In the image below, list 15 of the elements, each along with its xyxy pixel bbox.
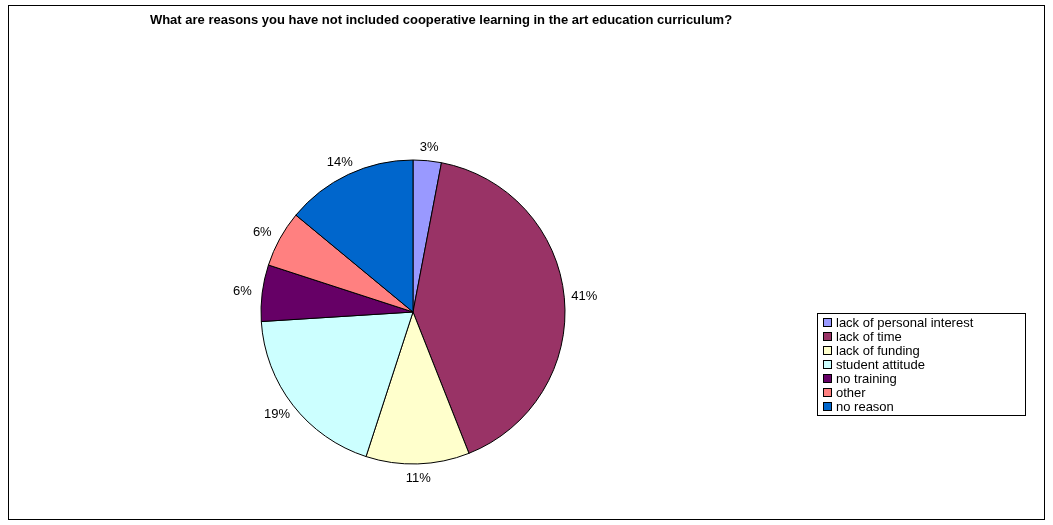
chart-title: What are reasons you have not included cooperative learning in the art education curriculum? [149, 12, 733, 27]
legend-label: no training [836, 371, 897, 386]
data-label: 41% [571, 288, 598, 304]
legend-label: lack of personal interest [836, 315, 974, 330]
legend-label: no reason [836, 399, 894, 414]
legend-label: student attitude [836, 357, 925, 372]
legend-label: other [836, 385, 867, 400]
data-label: 6% [232, 283, 253, 299]
data-label: 19% [264, 405, 291, 421]
legend-label: lack of time [836, 329, 902, 344]
data-label: 3% [419, 138, 440, 154]
legend-label: lack of funding [836, 343, 920, 358]
data-label: 6% [252, 224, 273, 240]
data-label: 14% [326, 153, 354, 169]
data-label: 11% [405, 469, 432, 485]
